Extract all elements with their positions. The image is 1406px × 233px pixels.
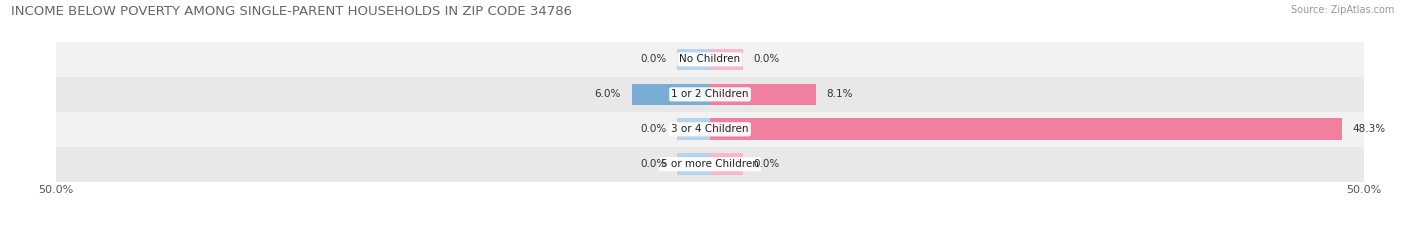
Text: 3 or 4 Children: 3 or 4 Children [671,124,749,134]
Text: No Children: No Children [679,55,741,64]
Text: 0.0%: 0.0% [754,159,779,169]
Bar [56,147,1364,182]
Bar [710,49,742,70]
Bar [678,49,710,70]
Text: 8.1%: 8.1% [827,89,853,99]
Text: 0.0%: 0.0% [641,159,666,169]
Text: 0.0%: 0.0% [754,55,779,64]
Text: 6.0%: 6.0% [595,89,621,99]
Bar [710,83,815,105]
Text: 0.0%: 0.0% [641,124,666,134]
Bar [56,42,1364,77]
Bar [678,118,710,140]
Text: Source: ZipAtlas.com: Source: ZipAtlas.com [1291,5,1395,15]
Bar [678,153,710,175]
Bar [710,153,742,175]
Bar [56,112,1364,147]
Text: INCOME BELOW POVERTY AMONG SINGLE-PARENT HOUSEHOLDS IN ZIP CODE 34786: INCOME BELOW POVERTY AMONG SINGLE-PARENT… [11,5,572,18]
Text: 48.3%: 48.3% [1353,124,1385,134]
Text: 0.0%: 0.0% [641,55,666,64]
Text: 5 or more Children: 5 or more Children [661,159,759,169]
Text: 1 or 2 Children: 1 or 2 Children [671,89,749,99]
Bar [710,118,1341,140]
Bar [631,83,710,105]
Bar [56,77,1364,112]
